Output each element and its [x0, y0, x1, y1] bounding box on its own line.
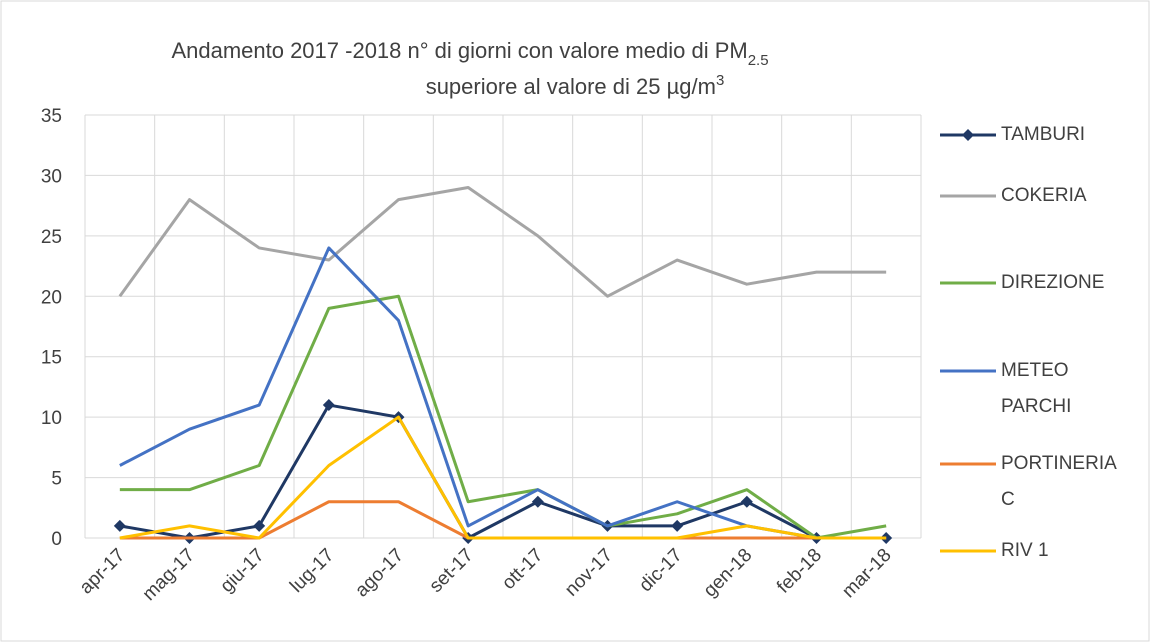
legend-label: TAMBURI: [1001, 124, 1086, 145]
legend-swatch: [940, 194, 996, 198]
y-tick-label: 15: [41, 348, 62, 369]
y-tick-label: 30: [41, 166, 62, 187]
legend-swatch: [940, 462, 996, 466]
legend-swatch: [940, 129, 996, 141]
title-subscript: 2.5: [748, 52, 769, 69]
title-text: Andamento 2017 -2018 n° di giorni con va…: [171, 38, 747, 63]
legend-label: PORTINERIA C: [1001, 453, 1116, 510]
y-tick-label: 5: [51, 469, 62, 490]
legend-label: RIV 1: [1001, 540, 1049, 561]
y-tick-label: 35: [41, 106, 62, 127]
legend-label: DIREZIONE: [1001, 272, 1105, 293]
subtitle-text: superiore al valore di 25 µg/m: [426, 74, 716, 99]
data-point: [253, 519, 266, 532]
data-point: [740, 495, 753, 508]
legend-swatch: [940, 549, 996, 553]
y-tick-label: 10: [41, 408, 62, 429]
series-line: [119, 403, 887, 540]
data-point: [671, 519, 684, 532]
y-tick-label: 0: [51, 529, 62, 550]
y-tick-label: 20: [41, 287, 62, 308]
legend-label: METEO PARCHI: [1001, 360, 1072, 417]
legend-marker: [962, 129, 974, 141]
chart-subtitle: superiore al valore di 25 µg/m3: [426, 72, 725, 99]
legend-label: COKERIA: [1001, 185, 1087, 206]
y-tick-label: 25: [41, 227, 62, 248]
series-line: [119, 294, 887, 540]
data-point: [322, 399, 335, 412]
data-point: [113, 519, 126, 532]
subtitle-superscript: 3: [716, 72, 724, 89]
series-line: [119, 415, 887, 540]
data-point: [531, 495, 544, 508]
series-line: [118, 186, 887, 298]
chart-title: Andamento 2017 -2018 n° di giorni con va…: [171, 38, 768, 69]
legend-swatch: [940, 369, 996, 373]
legend-swatch: [940, 281, 996, 285]
